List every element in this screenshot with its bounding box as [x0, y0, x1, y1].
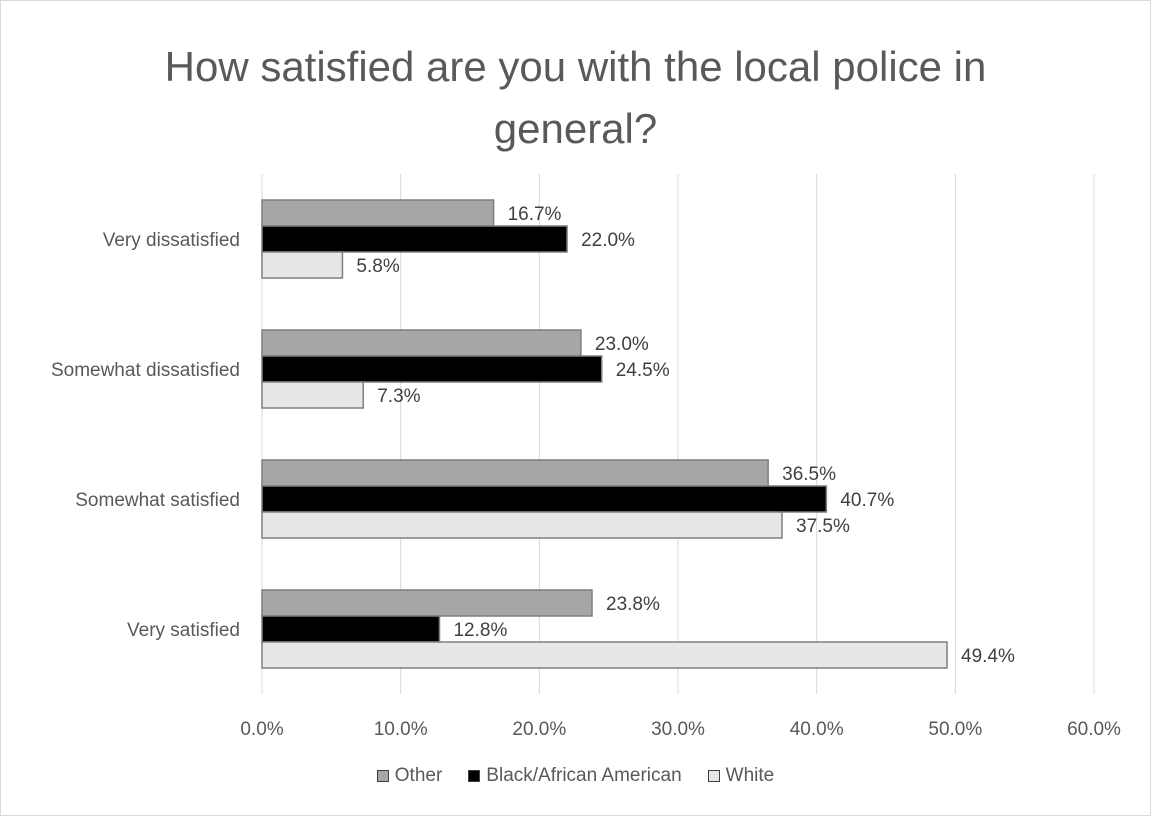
legend: Other Black/African American White	[0, 765, 1151, 787]
data-label: 40.7%	[840, 490, 894, 511]
x-tick-label: 60.0%	[1067, 719, 1121, 740]
data-label: 5.8%	[356, 256, 399, 277]
bar	[261, 199, 495, 227]
data-label: 49.4%	[961, 646, 1015, 667]
legend-swatch	[707, 770, 720, 782]
category-label: Somewhat dissatisfied	[51, 360, 240, 381]
bar	[261, 329, 582, 357]
legend-label: Other	[394, 765, 443, 786]
bar	[261, 589, 593, 617]
data-label: 7.3%	[377, 386, 420, 407]
x-tick-label: 50.0%	[928, 719, 982, 740]
chart-title: How satisfied are you with the local pol…	[164, 43, 987, 152]
bar	[261, 355, 603, 383]
legend-label: Black/African American	[486, 765, 682, 786]
bars	[261, 199, 948, 669]
data-label: 16.7%	[508, 204, 562, 225]
x-tick-label: 0.0%	[240, 719, 283, 740]
legend-label: White	[725, 765, 775, 786]
category-label: Very dissatisfied	[103, 230, 240, 251]
x-tick-label: 20.0%	[512, 719, 566, 740]
legend-swatch	[468, 770, 481, 782]
labels: 0.0% 10.0% 20.0% 30.0% 40.0% 50.0% 60.0% Very d…	[51, 204, 1121, 740]
bar	[261, 485, 828, 513]
legend-item: Other	[376, 765, 443, 787]
x-tick-label: 40.0%	[790, 719, 844, 740]
bar	[261, 641, 948, 669]
bar	[261, 615, 441, 643]
legend-item: White	[707, 765, 775, 787]
bar	[261, 251, 344, 279]
data-label: 22.0%	[581, 230, 635, 251]
data-label: 23.0%	[595, 334, 649, 355]
x-tick-label: 10.0%	[374, 719, 428, 740]
data-label: 12.8%	[453, 620, 507, 641]
bar	[261, 511, 783, 539]
data-label: 23.8%	[606, 594, 660, 615]
bar	[261, 459, 769, 487]
data-label: 36.5%	[782, 464, 836, 485]
category-label: Somewhat satisfied	[75, 490, 240, 511]
data-label: 24.5%	[616, 360, 670, 381]
bar	[261, 381, 364, 409]
legend-item: Black/African American	[468, 765, 682, 787]
bar	[261, 225, 568, 253]
data-label: 37.5%	[796, 516, 850, 537]
x-tick-label: 30.0%	[651, 719, 705, 740]
category-label: Very satisfied	[127, 620, 240, 641]
legend-swatch	[376, 770, 389, 782]
